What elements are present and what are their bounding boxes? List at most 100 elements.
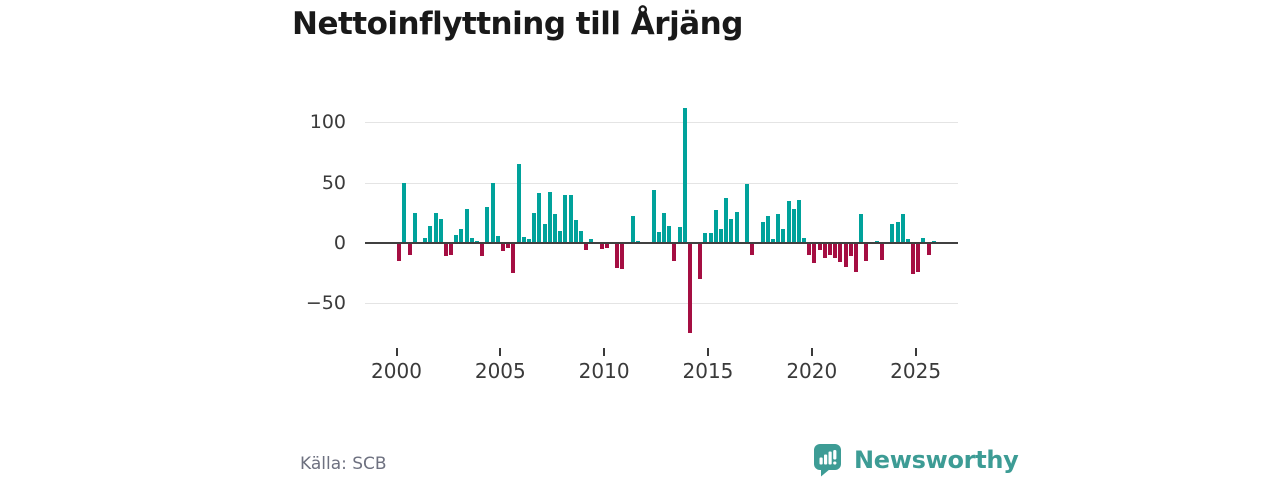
bar [760,222,765,243]
y-axis: 100 50 0 −50 [280,100,356,345]
bar [796,199,801,243]
bar [480,244,485,257]
page-title: Nettoinflyttning till Årjäng [292,6,743,42]
bar [552,214,557,243]
bar [573,220,578,243]
bar [921,238,926,243]
x-tick-label: 2005 [474,359,526,383]
bar [423,238,428,243]
brand-name: Newsworthy [854,446,1019,474]
bar [464,209,469,243]
bar [802,238,807,243]
x-tick-mark [603,348,606,356]
zero-axis-line [365,242,958,244]
bar [807,244,812,255]
bar [563,194,568,243]
bar [402,182,407,243]
bar [729,218,734,243]
brand-logo: Newsworthy [813,443,1019,477]
bar [734,211,739,243]
y-tick-label: −50 [305,292,346,315]
bar [864,244,869,261]
bar [750,244,755,255]
bar [558,230,563,243]
bar [744,183,749,243]
bar [469,238,474,243]
bar [547,192,552,243]
bar [874,240,879,243]
y-tick-label: 100 [309,111,346,134]
bar [916,244,921,272]
bar [812,244,817,264]
x-tick-label: 2000 [371,359,422,383]
bar [589,239,594,243]
newsworthy-logo-icon [814,444,841,477]
bar [521,236,526,243]
bar [397,244,402,261]
bar [911,244,916,275]
bar [532,212,537,243]
bar [817,244,822,251]
gridline [365,122,958,124]
x-tick-mark [706,348,709,356]
bar [516,164,521,243]
bar [459,228,464,243]
source-label: Källa: SCB [300,454,387,474]
bar [900,214,905,243]
bar [926,244,931,255]
bar [511,244,516,273]
y-tick-label: 0 [333,232,346,254]
x-tick-label: 2010 [578,359,630,383]
bar [407,244,412,255]
bar [713,210,718,243]
bar [719,228,724,243]
bar [667,226,672,243]
bar [651,189,656,243]
bar [661,212,666,243]
bar [485,206,490,243]
bar [412,212,417,243]
bar [542,223,547,243]
bar [433,212,438,243]
bar [931,240,936,243]
bar [537,193,542,243]
bar [568,194,573,243]
plot-area [365,100,958,345]
bar [786,200,791,243]
bar [635,240,640,243]
bar [630,216,635,243]
bar [677,227,682,243]
y-tick-label: 50 [321,171,346,194]
x-tick-label: 2015 [682,359,734,383]
bar [604,244,609,248]
bar [449,244,454,255]
x-tick-mark [499,348,502,356]
bar [599,244,604,249]
bar [848,244,853,257]
bar [859,214,864,243]
bar [584,244,589,251]
x-tick-mark [810,348,813,356]
bar [672,244,677,261]
bar [578,230,583,243]
bar [615,244,620,269]
bar [765,216,770,243]
bar [687,244,692,334]
x-tick-mark [914,348,917,356]
x-axis: 2000 2005 2010 2015 2020 2025 [365,345,965,390]
bar [890,223,895,243]
bar [506,244,511,248]
bar [770,239,775,243]
x-tick-mark [395,348,398,356]
bar [475,240,480,243]
bar [501,244,506,252]
bar [698,244,703,280]
bar [791,209,796,243]
bar [905,239,910,243]
bar [776,214,781,243]
bar [438,218,443,243]
bar [428,226,433,243]
bar [724,198,729,243]
bar [854,244,858,272]
bar [708,233,713,243]
